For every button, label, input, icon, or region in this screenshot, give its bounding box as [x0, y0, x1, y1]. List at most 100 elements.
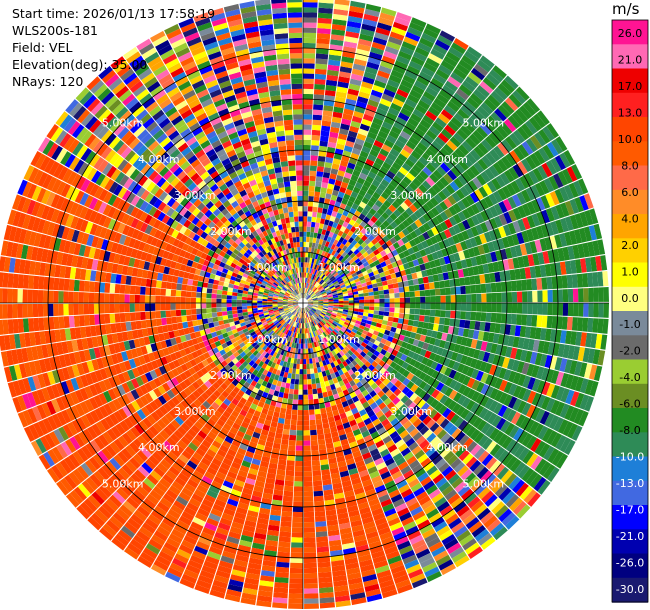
- radar-gate: [349, 125, 360, 133]
- radar-gate: [357, 287, 363, 292]
- radar-gate: [585, 332, 593, 348]
- radar-gate: [452, 270, 460, 279]
- radar-gate: [336, 223, 343, 231]
- radar-gate: [452, 326, 460, 336]
- radar-gate: [341, 232, 348, 239]
- radar-gate: [316, 546, 330, 553]
- radar-gate: [278, 391, 284, 398]
- radar-gate: [306, 296, 311, 300]
- radar-gate: [356, 133, 367, 141]
- radar-gate: [322, 110, 333, 117]
- radar-gate: [311, 295, 317, 299]
- radar-gate: [317, 28, 331, 35]
- radar-gate: [402, 189, 411, 198]
- radar-gate: [510, 180, 521, 194]
- radar-gate: [311, 140, 320, 146]
- radar-gate: [348, 83, 361, 91]
- radar-gate: [320, 130, 330, 137]
- radar-gate: [306, 236, 310, 243]
- radar-gate: [530, 184, 541, 199]
- radar-gate: [455, 311, 461, 319]
- radar-gate: [422, 222, 431, 232]
- radar-gate: [425, 296, 431, 303]
- radar-gate: [330, 121, 341, 129]
- radar-gate: [439, 211, 449, 221]
- radar-gate: [439, 201, 449, 211]
- radar-gate: [420, 296, 426, 303]
- radar-gate: [298, 338, 302, 344]
- radar-gate: [381, 55, 396, 65]
- radar-gate: [352, 288, 358, 293]
- radar-gate: [350, 191, 359, 199]
- radar-gate: [415, 296, 421, 303]
- radar-gate: [312, 296, 318, 300]
- radar-gate: [290, 552, 303, 558]
- radar-gate: [330, 237, 336, 244]
- radar-gate: [369, 299, 375, 303]
- radar-gate: [328, 260, 333, 266]
- radar-gate: [430, 303, 436, 310]
- radar-gate: [323, 300, 329, 302]
- radar-gate: [330, 39, 344, 46]
- radar-gate: [383, 270, 391, 276]
- radar-gate: [312, 298, 318, 301]
- radar-gate: [374, 273, 381, 280]
- radar-gate: [366, 188, 375, 196]
- radar-gate: [443, 55, 458, 68]
- radar-gate: [303, 410, 309, 416]
- radar-gate: [537, 165, 548, 180]
- radar-gate: [450, 72, 465, 84]
- radar-gate: [349, 252, 356, 259]
- radar-gate: [320, 289, 325, 293]
- radar-gate: [412, 259, 420, 267]
- radar-gate: [503, 118, 517, 133]
- radar-gate: [422, 114, 435, 126]
- radar-gate: [369, 275, 376, 281]
- radar-gate: [482, 183, 493, 196]
- radar-gate: [322, 268, 327, 274]
- radar-gate: [526, 228, 535, 242]
- radar-gate: [335, 91, 347, 99]
- radar-gate: [291, 532, 303, 538]
- radar-gate: [501, 303, 507, 313]
- radar-gate: [330, 256, 336, 262]
- radar-gate: [299, 364, 303, 370]
- radar-gate: [501, 156, 513, 169]
- radar-gate: [442, 325, 450, 334]
- radar-gate: [513, 147, 525, 161]
- radar-gate: [343, 108, 354, 116]
- radar-gate: [303, 430, 310, 436]
- radar-gate: [408, 60, 423, 71]
- radar-gate: [414, 127, 426, 138]
- radar-gate: [458, 251, 466, 261]
- radar-gate: [324, 241, 330, 247]
- radar-gate: [402, 319, 409, 325]
- radar-gate: [525, 138, 538, 153]
- radar-gate: [499, 323, 506, 335]
- radar-gate: [272, 602, 288, 609]
- radar-gate: [356, 48, 370, 57]
- radar-gate: [292, 404, 298, 410]
- radar-gate: [399, 308, 405, 314]
- radar-gate: [315, 176, 323, 182]
- radar-gate: [286, 465, 295, 472]
- radar-gate: [393, 312, 400, 318]
- radar-gate: [364, 277, 371, 283]
- radar-gate: [418, 225, 427, 234]
- radar-gate: [515, 108, 529, 123]
- radar-gate: [512, 207, 522, 220]
- radar-gate: [414, 209, 423, 219]
- radar-gate: [320, 280, 325, 285]
- radar-gate: [491, 292, 497, 303]
- radar-gate: [336, 196, 343, 203]
- radar-gate: [316, 293, 322, 297]
- radar-gate: [318, 150, 327, 157]
- radar-gate: [374, 242, 382, 249]
- radar-gate: [309, 291, 314, 296]
- radar-gate: [453, 67, 467, 80]
- radar-gate: [378, 65, 392, 75]
- radar-gate: [563, 184, 574, 200]
- radar-gate: [398, 222, 406, 231]
- radar-gate: [460, 294, 467, 303]
- radar-gate: [408, 314, 415, 321]
